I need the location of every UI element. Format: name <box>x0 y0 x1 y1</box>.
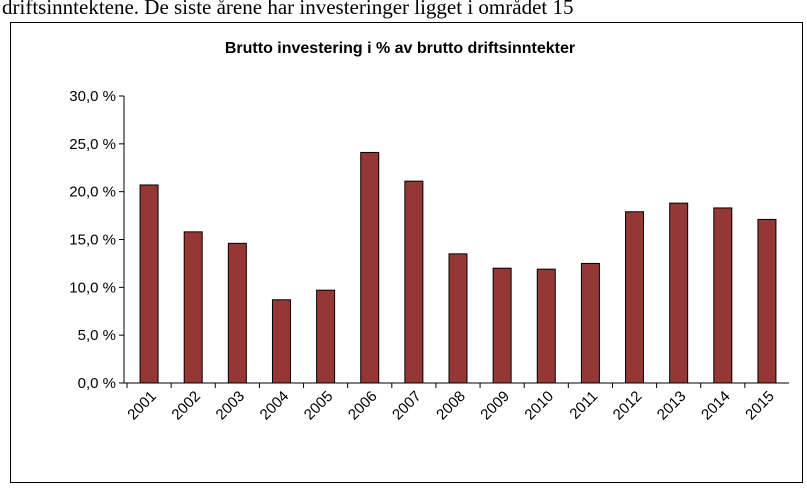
y-tick-label: 15,0 % <box>69 232 116 249</box>
bar <box>580 262 600 384</box>
bar <box>404 180 424 384</box>
y-tick-label: 10,0 % <box>69 279 116 296</box>
y-tick-label: 0,0 % <box>78 375 116 392</box>
bar <box>492 267 512 384</box>
bar <box>625 211 645 384</box>
bar <box>536 268 556 384</box>
header-text: driftsinntektene. De siste årene har inv… <box>2 0 573 19</box>
bar <box>316 289 336 384</box>
bar <box>757 218 777 384</box>
y-tick-label: 25,0 % <box>69 136 116 153</box>
bar <box>139 184 159 384</box>
y-tick-label: 20,0 % <box>69 184 116 201</box>
bar <box>360 151 380 384</box>
y-tick-label: 5,0 % <box>78 327 116 344</box>
bar <box>448 253 468 384</box>
bar <box>271 299 291 384</box>
bar <box>713 207 733 384</box>
chart-title: Brutto investering i % av brutto driftsi… <box>225 40 575 57</box>
bar <box>669 202 689 384</box>
bar <box>227 242 247 384</box>
bar <box>183 231 203 384</box>
y-tick-label: 30,0 % <box>69 88 116 105</box>
